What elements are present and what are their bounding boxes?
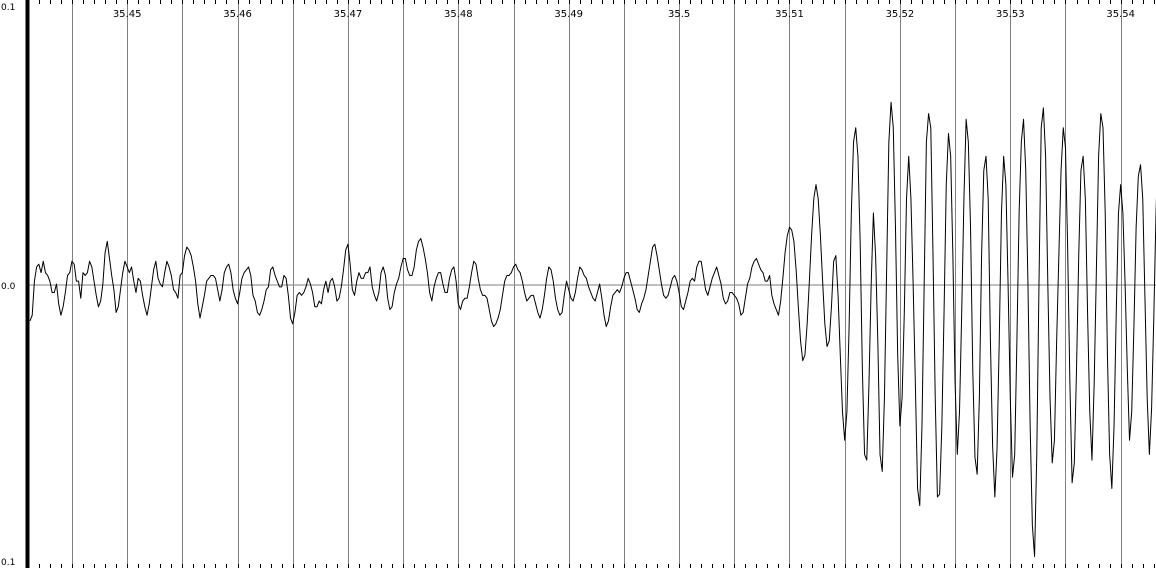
x-tick-label: 35.47 (334, 9, 363, 20)
x-ticks (39, 0, 1155, 568)
x-tick-label: 35.46 (223, 9, 252, 20)
y-label-top: 0.1 (1, 3, 15, 13)
grid-lines (72, 0, 1122, 568)
x-tick-label: 35.51 (775, 9, 804, 20)
series-line-waveform (29, 101, 1156, 558)
x-tick-label: 35.5 (668, 9, 690, 20)
x-tick-label: 35.52 (886, 9, 915, 20)
x-tick-label: 35.45 (113, 9, 142, 20)
x-tick-label: 35.54 (1106, 9, 1135, 20)
y-label-bottom: 0.1 (1, 558, 15, 568)
x-tick-label: 35.53 (996, 9, 1025, 20)
x-tick-labels: 35.45 35.46 35.47 35.48 35.49 35.5 35.51 35.52 3… (113, 9, 1135, 20)
x-tick-label: 35.49 (554, 9, 583, 20)
x-tick-label: 35.48 (444, 9, 473, 20)
y-label-zero: 0.0 (1, 282, 16, 292)
